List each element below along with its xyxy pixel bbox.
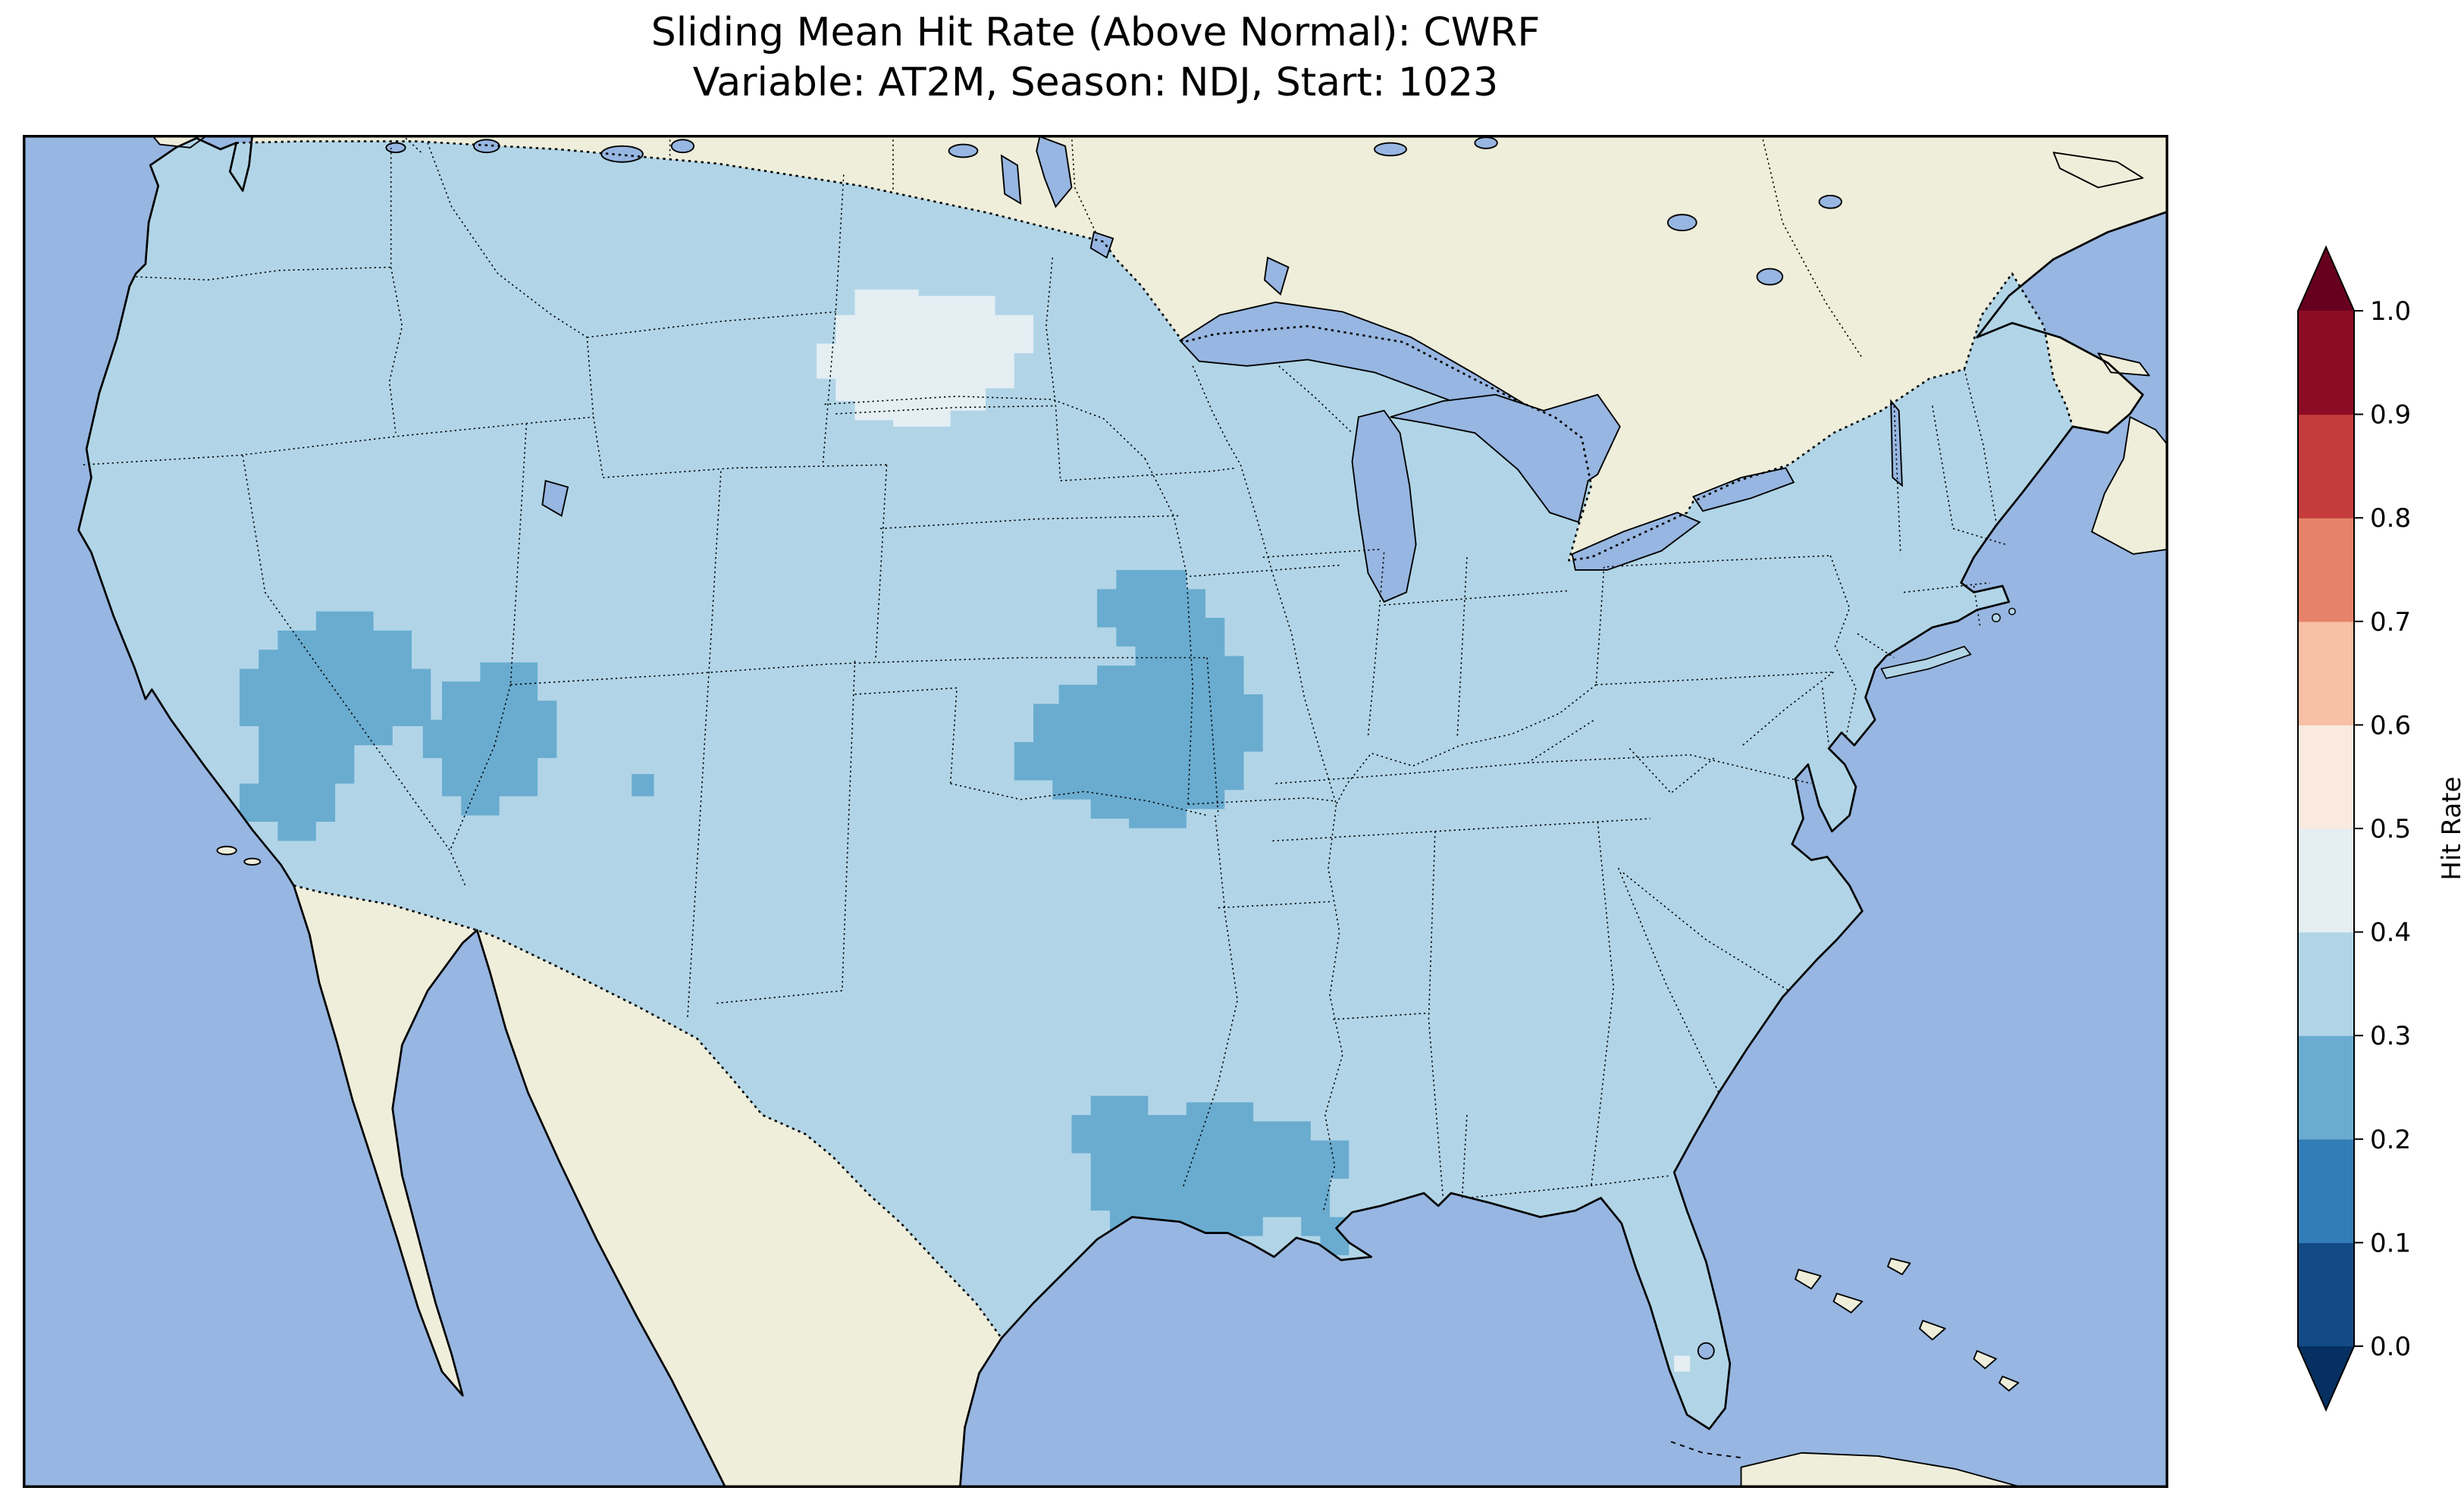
us-hit-rate-map (23, 135, 2168, 1488)
canada-lake (1666, 214, 1698, 232)
colorbar-segment (2298, 311, 2354, 415)
lake-michigan (1351, 409, 1417, 603)
canada-lake (1373, 142, 1407, 157)
west-state-borders (83, 143, 1219, 1019)
colorbar-tick-label: 0.8 (2370, 503, 2411, 534)
canada-lake (1756, 268, 1784, 286)
colorbar-segment (2298, 932, 2354, 1036)
figure-title: Sliding Mean Hit Rate (Above Normal): CW… (23, 8, 2168, 108)
canada-lake (670, 139, 695, 154)
colorbar-segment (2298, 414, 2354, 518)
patch-four-corners (422, 662, 557, 816)
lake-huron (1390, 393, 1621, 524)
patch-gulf-coast (1071, 1095, 1350, 1256)
lake-of-the-woods (1089, 231, 1114, 259)
colorbar-tick-label: 0.9 (2370, 400, 2411, 431)
colorbar-over-arrow (2298, 247, 2354, 311)
canada-province-borders (401, 135, 1863, 359)
colorbar-axis-label: Hit Rate (2437, 776, 2464, 880)
colorbar-segment (2298, 1242, 2354, 1347)
nantucket (1991, 613, 2001, 623)
colorbar-tick-label: 0.6 (2370, 710, 2411, 741)
colorbar-segment (2298, 518, 2354, 622)
long-island (1880, 645, 1972, 679)
colorbar-ticks: 0.0 0.1 0.2 0.3 0.4 0.5 0.6 0.7 0.8 0.9 1.0 (2354, 296, 2411, 1362)
patch-small-cell (632, 774, 654, 797)
lakes (385, 135, 1903, 1360)
colorbar-tick-label: 0.2 (2370, 1125, 2411, 1155)
colorbar-tick-label: 0.1 (2370, 1228, 2411, 1258)
great-salt-lake (541, 480, 569, 517)
colorbar-tick-label: 0.0 (2370, 1332, 2411, 1362)
lake-manitoba (1000, 154, 1022, 205)
lake-ontario (1692, 467, 1795, 512)
map-frame (23, 135, 2168, 1488)
us-mexico-border (293, 884, 1003, 1339)
colorbar-tick-label: 0.7 (2370, 607, 2411, 637)
colorbar-tick-label: 0.3 (2370, 1021, 2411, 1051)
central-state-borders (824, 257, 1651, 1211)
hit-rate-patches (239, 289, 1691, 1372)
colorbar-segment (2298, 621, 2354, 725)
east-state-borders (1335, 368, 2006, 1199)
lake-champlain (1890, 399, 1903, 487)
florida-keys (1670, 1441, 1741, 1458)
colorbar-segments (2298, 311, 2354, 1347)
title-line-2: Variable: AT2M, Season: NDJ, Start: 1023 (692, 60, 1499, 105)
canada-lake (948, 143, 979, 158)
title-line-1: Sliding Mean Hit Rate (Above Normal): CW… (650, 10, 1541, 55)
patch-north-dakota-pale (817, 289, 1034, 427)
colorbar-tick-label: 1.0 (2370, 296, 2411, 327)
lake-nipigon (1263, 256, 1290, 296)
patch-southwest-arizona (239, 611, 431, 841)
colorbar-tick-label: 0.5 (2370, 814, 2411, 844)
patch-central-plains (1014, 569, 1263, 828)
marthas-vineyard (2008, 607, 2016, 615)
colorbar-segment (2298, 1139, 2354, 1243)
colorbar-segment (2298, 1035, 2354, 1140)
state-borders (83, 135, 2006, 1211)
lake-winnipeg (1036, 135, 1073, 208)
colorbar-under-arrow (2298, 1346, 2354, 1410)
coastlines (77, 135, 2168, 1488)
colorbar-tick-label: 0.4 (2370, 918, 2411, 948)
colorbar-segment (2298, 828, 2354, 933)
colorbar-segment (2298, 725, 2354, 829)
canada-lake (385, 142, 406, 154)
canada-lake (1818, 194, 1842, 209)
canada-lake (1474, 136, 1498, 149)
colorbar: 0.0 0.1 0.2 0.3 0.4 0.5 0.6 0.7 0.8 0.9 1.0 Hit Ra… (2297, 245, 2464, 1412)
lake-okeechobee (1697, 1342, 1715, 1360)
lake-erie (1571, 512, 1701, 571)
